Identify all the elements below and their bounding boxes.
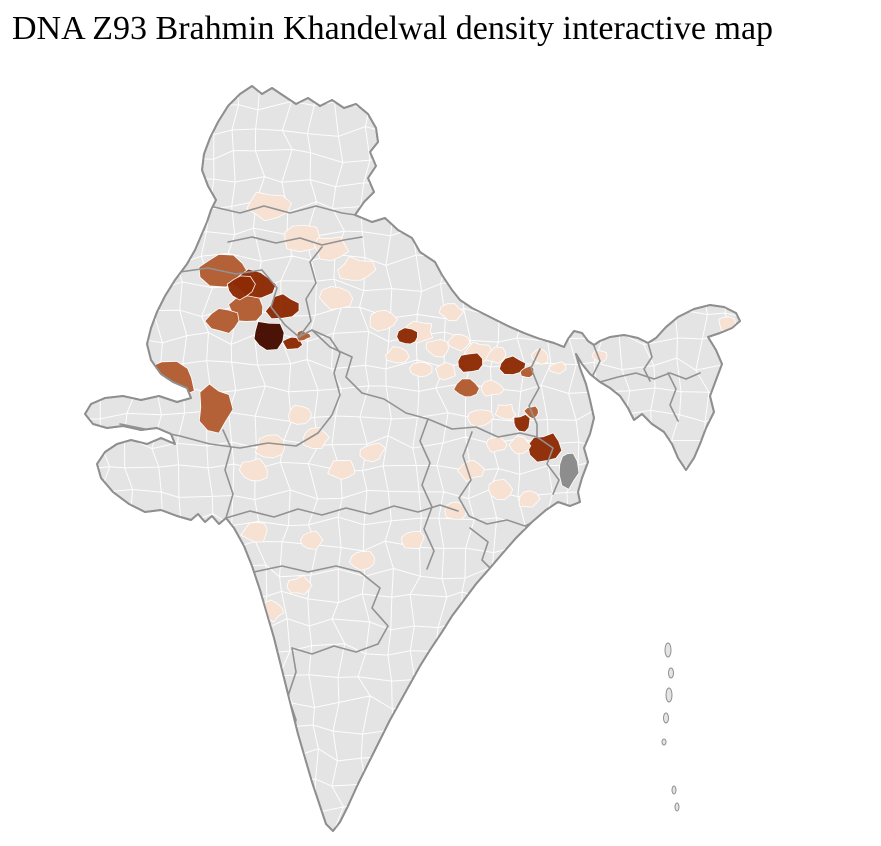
district-region-low[interactable] xyxy=(481,379,505,397)
district-region-low[interactable] xyxy=(246,191,292,222)
district-region-low[interactable] xyxy=(384,346,410,364)
state-border xyxy=(599,372,701,383)
district-region-low[interactable] xyxy=(240,639,265,663)
island xyxy=(661,738,667,746)
district-region-high[interactable] xyxy=(498,355,527,376)
state-border xyxy=(298,246,323,338)
district-region-high[interactable] xyxy=(527,432,563,463)
district-region-low[interactable] xyxy=(369,309,398,332)
district-region-low[interactable] xyxy=(488,479,514,500)
state-border xyxy=(213,205,357,216)
district-region-low[interactable] xyxy=(288,404,312,425)
district-region-low[interactable] xyxy=(485,346,507,364)
country-border xyxy=(84,85,741,832)
island xyxy=(663,712,669,724)
district-region-high[interactable] xyxy=(513,413,531,433)
state-border xyxy=(179,267,300,338)
district-region-low[interactable] xyxy=(435,362,456,381)
state-border xyxy=(227,236,363,246)
district-region-low[interactable] xyxy=(286,574,313,595)
state-border xyxy=(643,342,653,382)
state-border xyxy=(222,429,234,519)
island xyxy=(665,687,673,703)
district-region-low[interactable] xyxy=(313,236,349,262)
district-region-low[interactable] xyxy=(300,530,324,550)
district-region-low[interactable] xyxy=(409,362,433,378)
district-region-low[interactable] xyxy=(425,338,450,358)
district-region-low[interactable] xyxy=(240,522,268,543)
district-region-high[interactable] xyxy=(457,352,483,373)
district-region-low[interactable] xyxy=(254,434,285,459)
district-region-low[interactable] xyxy=(447,334,471,352)
state-border xyxy=(225,504,459,519)
state-border xyxy=(419,418,435,570)
district-region-high[interactable] xyxy=(282,336,304,350)
district-region-very_high[interactable] xyxy=(253,321,285,351)
district-region-medium[interactable] xyxy=(453,378,480,398)
district-region-low[interactable] xyxy=(359,442,386,463)
district-region-low[interactable] xyxy=(518,490,541,508)
district-region-low[interactable] xyxy=(438,303,464,322)
district-region-low[interactable] xyxy=(219,546,245,569)
island xyxy=(668,667,674,679)
state-border xyxy=(536,436,560,495)
district-region-low[interactable] xyxy=(337,255,377,281)
island xyxy=(671,785,677,795)
district-region-low[interactable] xyxy=(238,457,268,482)
state-border xyxy=(311,329,538,438)
district-region-medium[interactable] xyxy=(134,360,195,399)
district-region-low[interactable] xyxy=(548,361,567,375)
district-layer xyxy=(85,86,740,831)
district-region-low[interactable] xyxy=(401,530,425,549)
state-border xyxy=(528,348,541,438)
country-shape xyxy=(84,85,741,832)
district-region-low[interactable] xyxy=(591,349,608,363)
district-region-low[interactable] xyxy=(318,286,354,310)
district-region-medium[interactable] xyxy=(296,329,312,342)
district-region-low[interactable] xyxy=(349,551,375,571)
island xyxy=(664,642,672,658)
district-region-low[interactable] xyxy=(508,435,532,454)
district-region-low[interactable] xyxy=(302,427,330,449)
district-region-high[interactable] xyxy=(226,275,256,301)
district-region-low[interactable] xyxy=(234,681,257,701)
state-border xyxy=(253,565,389,645)
district-region-medium[interactable] xyxy=(198,383,234,434)
state-border xyxy=(119,329,341,449)
district-region-low[interactable] xyxy=(327,460,356,480)
district-region-high[interactable] xyxy=(396,327,418,345)
page-title: DNA Z93 Brahmin Khandelwal density inter… xyxy=(12,10,774,47)
district-region-medium[interactable] xyxy=(204,308,240,334)
island xyxy=(674,802,680,812)
district-region-low[interactable] xyxy=(494,404,517,420)
state-border xyxy=(667,372,679,422)
district-region-low[interactable] xyxy=(467,409,495,428)
district-region-urban_gray[interactable] xyxy=(558,452,580,490)
